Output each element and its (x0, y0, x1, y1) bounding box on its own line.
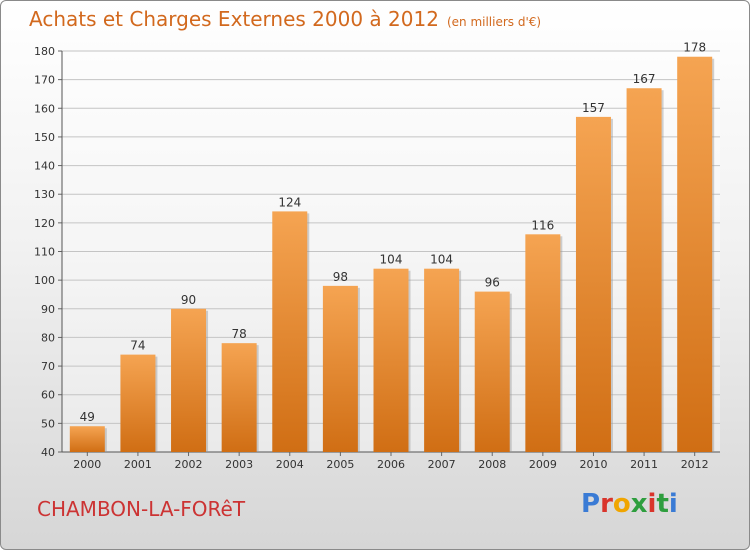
y-tick-label: 80 (41, 331, 55, 344)
x-tick-label: 2008 (478, 458, 506, 471)
bar (626, 88, 662, 452)
chart-title-text: Achats et Charges Externes 2000 à 2012 (29, 7, 439, 31)
logo-letter: P (581, 489, 601, 519)
bar-value-label: 96 (485, 276, 500, 290)
x-tick-label: 2004 (276, 458, 304, 471)
logo-letter: r (600, 489, 613, 519)
y-tick-label: 110 (34, 246, 55, 259)
y-tick-label: 150 (34, 131, 55, 144)
y-tick-label: 140 (34, 160, 55, 173)
y-tick-label: 130 (34, 188, 55, 201)
logo-letter: t (656, 489, 669, 519)
chart-subtitle: (en milliers d'€) (446, 15, 542, 29)
x-tick-label: 2000 (73, 458, 101, 471)
bar-value-label: 98 (333, 270, 348, 284)
bar-value-label: 116 (531, 218, 554, 232)
x-tick-label: 2010 (579, 458, 607, 471)
bar-value-label: 49 (80, 410, 95, 424)
town-name: CHAMBON-LA-FORêT (37, 497, 246, 521)
bar-value-label: 78 (232, 327, 247, 341)
x-tick-label: 2002 (175, 458, 203, 471)
y-tick-label: 70 (41, 360, 55, 373)
bar-value-label: 74 (130, 339, 145, 353)
y-tick-label: 160 (34, 102, 55, 115)
x-tick-label: 2007 (428, 458, 456, 471)
proxiti-logo: Proxiti (581, 489, 678, 519)
y-tick-label: 50 (41, 417, 55, 430)
logo-letter: x (630, 489, 648, 519)
logo-letter: i (647, 489, 657, 519)
bar (171, 308, 207, 452)
y-tick-label: 60 (41, 389, 55, 402)
bar (272, 211, 308, 452)
x-tick-label: 2012 (681, 458, 709, 471)
x-tick-label: 2001 (124, 458, 152, 471)
x-tick-label: 2005 (326, 458, 354, 471)
x-tick-label: 2006 (377, 458, 405, 471)
bar (474, 291, 510, 452)
chart-title: Achats et Charges Externes 2000 à 2012 (e… (29, 7, 541, 31)
bar-value-label: 124 (278, 195, 301, 209)
y-tick-label: 180 (34, 45, 55, 58)
bar (424, 268, 460, 452)
bar-value-label: 157 (582, 101, 605, 115)
y-tick-label: 170 (34, 74, 55, 87)
bar-value-label: 104 (430, 253, 453, 267)
y-tick-label: 100 (34, 274, 55, 287)
bar (677, 56, 713, 452)
y-tick-label: 40 (41, 446, 55, 459)
bar-value-label: 178 (683, 41, 706, 55)
bar (373, 268, 409, 452)
x-tick-label: 2003 (225, 458, 253, 471)
y-tick-label: 120 (34, 217, 55, 230)
bar (120, 354, 156, 452)
x-tick-label: 2011 (630, 458, 658, 471)
bar (525, 234, 561, 452)
bar-value-label: 104 (380, 253, 403, 267)
bar (69, 426, 105, 452)
logo-letter: o (612, 489, 631, 519)
y-tick-label: 90 (41, 303, 55, 316)
bar (322, 285, 358, 452)
logo-letter: i (668, 489, 678, 519)
bar (221, 343, 257, 452)
x-tick-label: 2009 (529, 458, 557, 471)
bar-value-label: 167 (633, 72, 656, 86)
bar (575, 116, 611, 452)
bar-value-label: 90 (181, 293, 196, 307)
